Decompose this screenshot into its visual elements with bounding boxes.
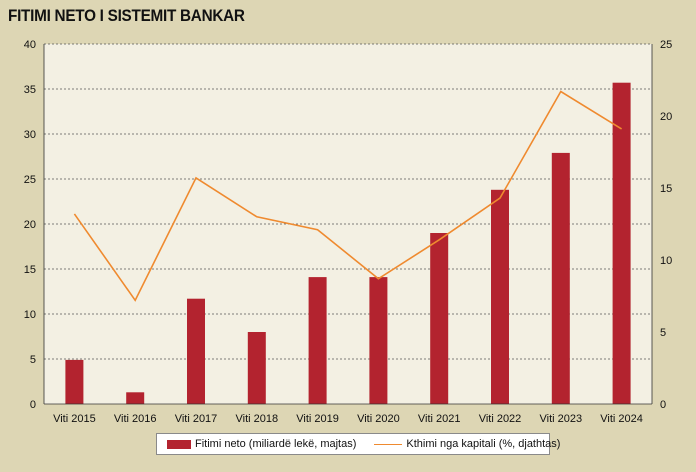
x-tick-label: Viti 2020 bbox=[357, 413, 400, 425]
line-series bbox=[73, 90, 623, 302]
y-left-tick-label: 15 bbox=[24, 264, 36, 276]
y-right-tick-label: 25 bbox=[660, 39, 672, 51]
x-tick-label: Viti 2024 bbox=[600, 413, 643, 425]
y-left-tick-label: 30 bbox=[24, 129, 36, 141]
y-right-tick-label: 0 bbox=[660, 399, 666, 411]
y-left-tick-label: 35 bbox=[24, 84, 36, 96]
legend-item-line: Kthimi nga kapitali (%, djathtas) bbox=[374, 438, 560, 450]
legend-swatch-bars bbox=[167, 439, 191, 449]
x-tick-label: Viti 2016 bbox=[114, 413, 157, 425]
bar bbox=[65, 359, 84, 404]
bar bbox=[247, 332, 266, 404]
y-left-tick-label: 20 bbox=[24, 219, 36, 231]
x-tick-label: Viti 2015 bbox=[53, 413, 96, 425]
bar bbox=[551, 152, 570, 404]
y-right-tick-label: 15 bbox=[660, 183, 672, 195]
bar bbox=[126, 392, 145, 404]
y-left-tick-label: 0 bbox=[30, 399, 36, 411]
x-tick-label: Viti 2019 bbox=[296, 413, 339, 425]
y-right-tick-label: 5 bbox=[660, 327, 666, 339]
legend-label-line: Kthimi nga kapitali (%, djathtas) bbox=[406, 438, 561, 450]
y-left-tick-label: 25 bbox=[24, 174, 36, 186]
bar bbox=[612, 82, 631, 404]
y-left-tick-label: 5 bbox=[30, 354, 36, 366]
y-right-tick-label: 10 bbox=[660, 255, 672, 267]
bar bbox=[308, 277, 327, 404]
y-left-tick-label: 10 bbox=[24, 309, 36, 321]
x-tick-label: Viti 2023 bbox=[539, 413, 582, 425]
bar bbox=[187, 298, 205, 404]
y-right-tick-label: 20 bbox=[660, 111, 672, 123]
legend-item-bars: Fitimi neto (miliardë lekë, majtas) bbox=[167, 438, 356, 450]
bar bbox=[491, 189, 509, 404]
x-tick-label: Viti 2021 bbox=[418, 413, 461, 425]
chart-title: FITIMI NETO I SISTEMIT BANKAR bbox=[8, 6, 245, 25]
chart-legend: Fitimi neto (miliardë lekë, majtas) Kthi… bbox=[156, 433, 560, 455]
x-tick-label: Viti 2018 bbox=[235, 413, 278, 425]
bar bbox=[430, 233, 449, 404]
y-left-tick-label: 40 bbox=[24, 39, 36, 51]
legend-label-bars: Fitimi neto (miliardë lekë, majtas) bbox=[195, 438, 357, 450]
x-tick-label: Viti 2017 bbox=[175, 413, 218, 425]
x-tick-label: Viti 2022 bbox=[479, 413, 522, 425]
bar bbox=[369, 277, 388, 404]
legend-swatch-line bbox=[374, 443, 403, 445]
